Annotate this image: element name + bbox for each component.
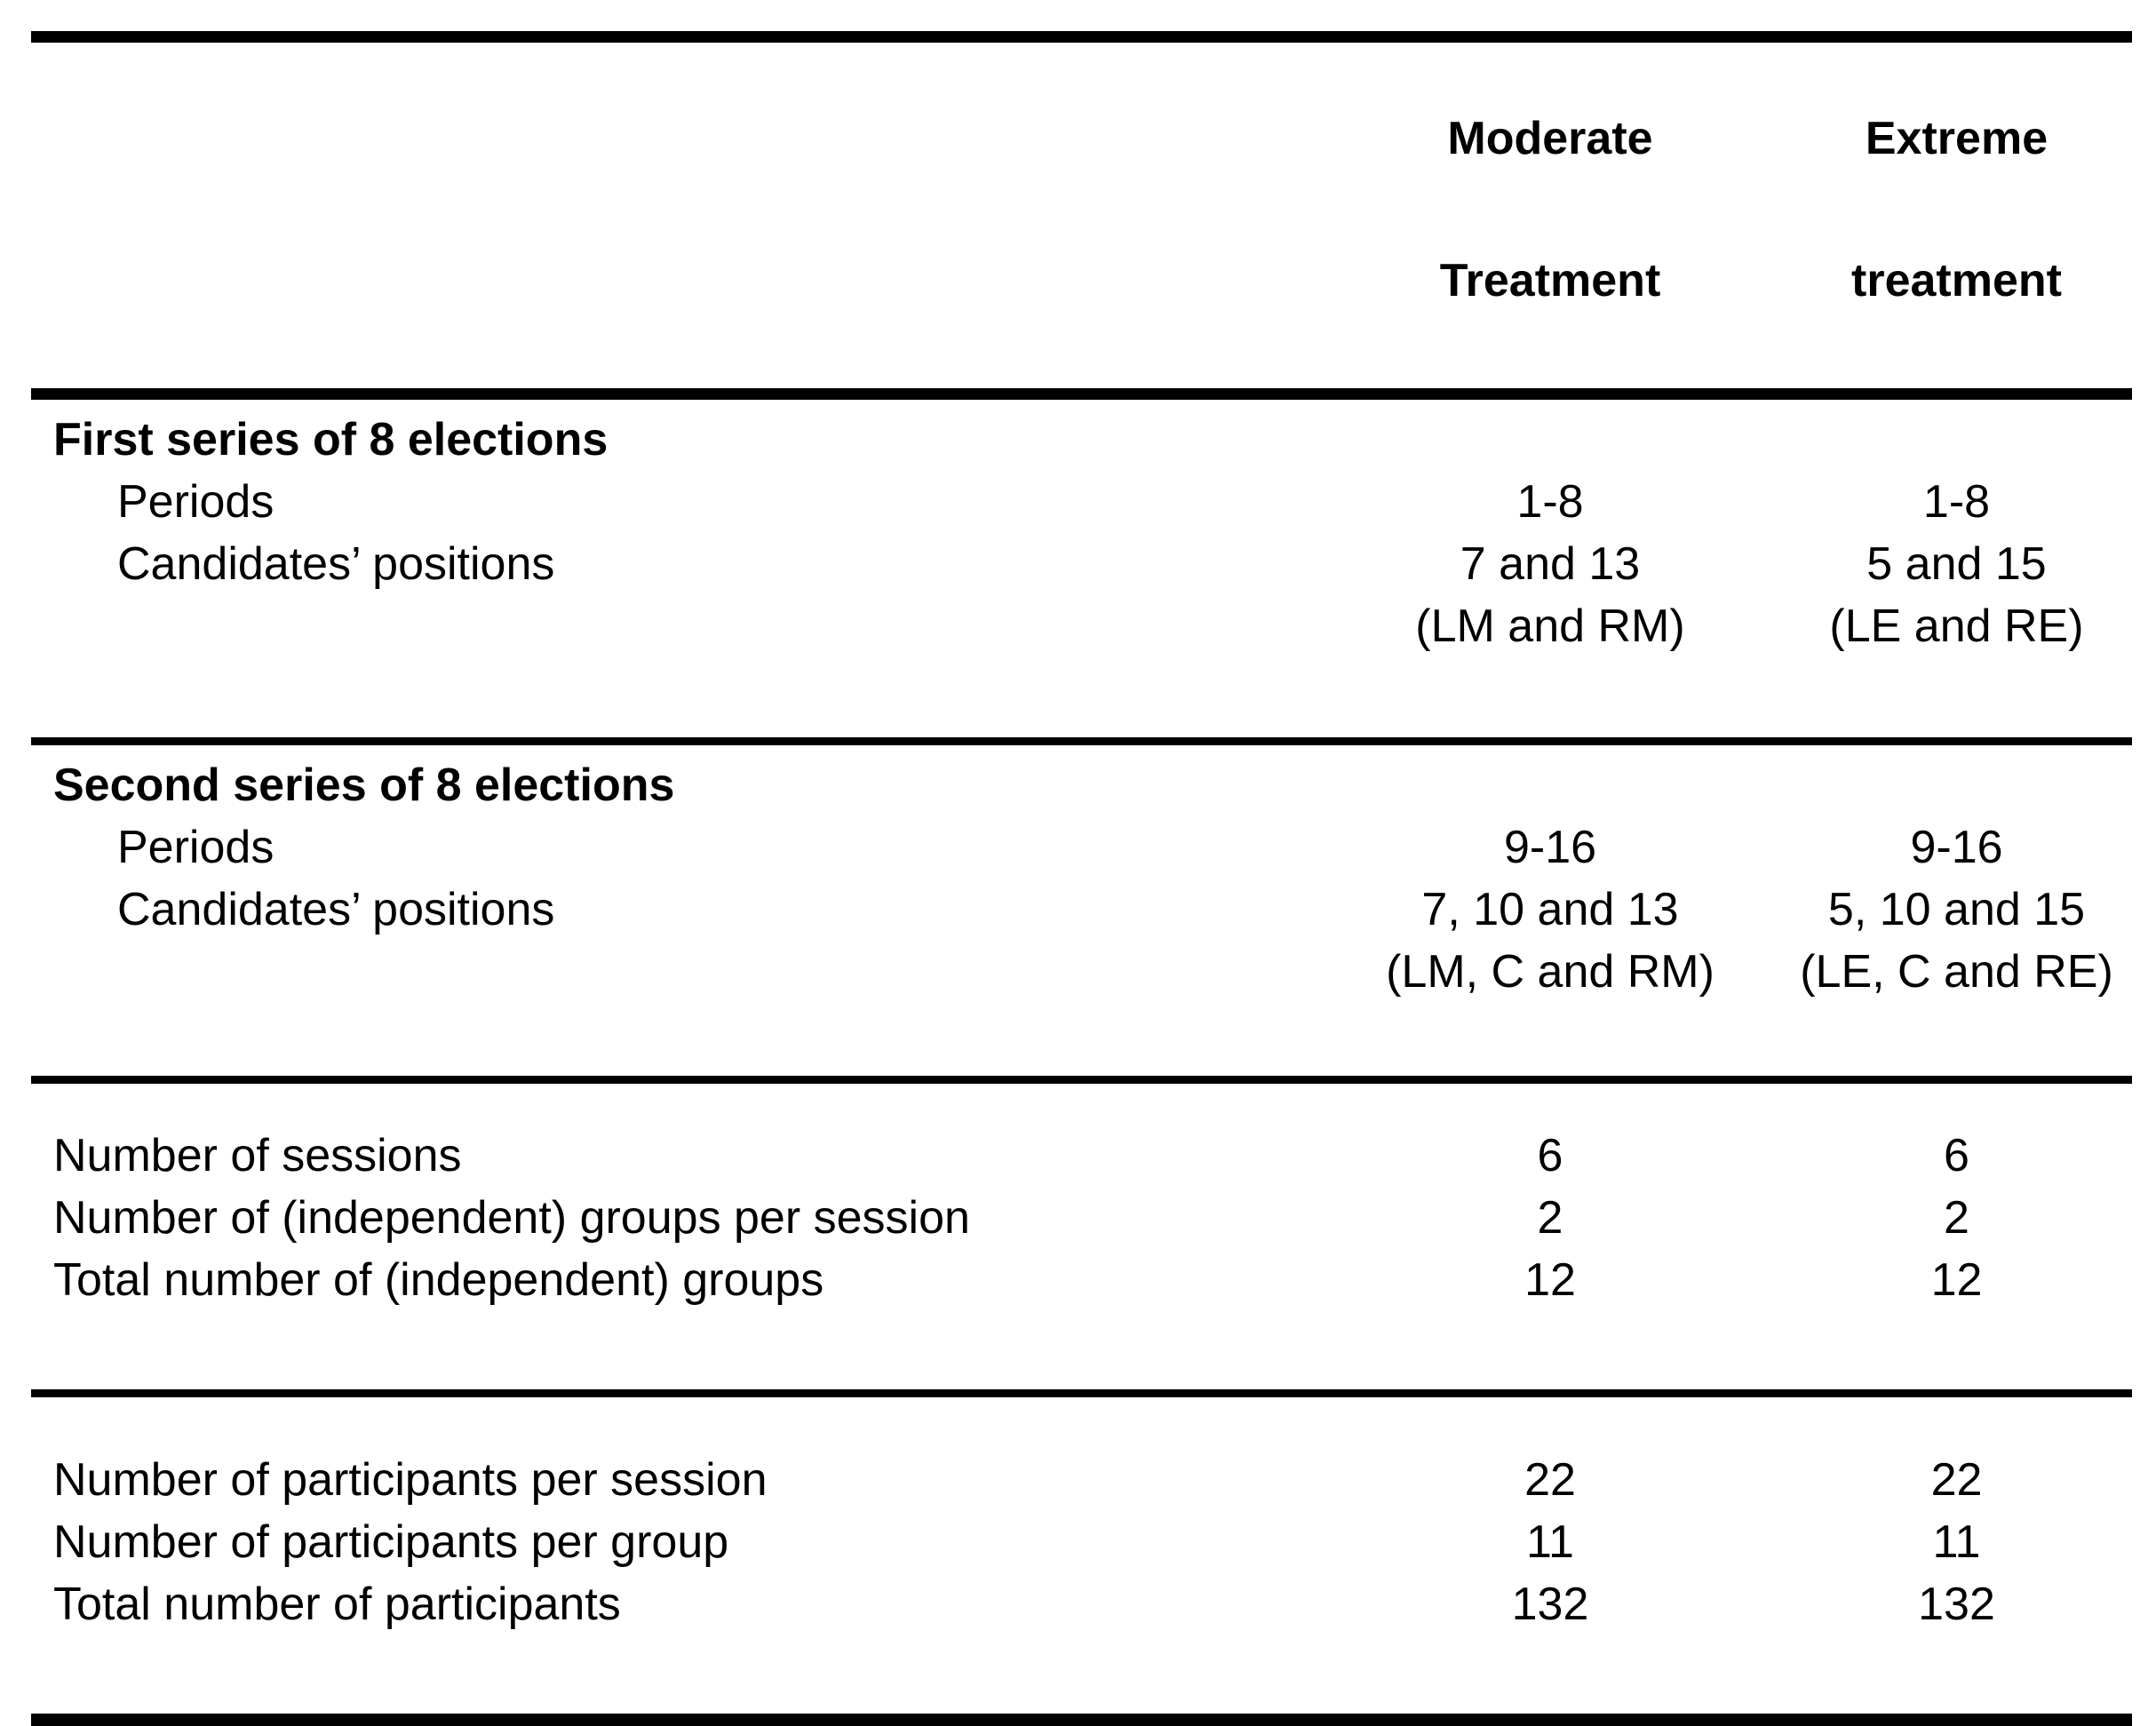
section-title: First series of 8 elections bbox=[53, 414, 609, 465]
cell-extreme: 5, 10 and 15 bbox=[1827, 884, 2086, 935]
cell-moderate: 22 bbox=[1524, 1454, 1576, 1506]
treatments-summary-table: Moderate Treatment Extreme treatment Fir… bbox=[31, 0, 2132, 1726]
cell-extreme: 22 bbox=[1930, 1454, 1983, 1506]
cell-moderate: (LM and RM) bbox=[1415, 601, 1685, 652]
section-sessions-groups: Number of sessions 6 6 Number of (indepe… bbox=[31, 1084, 2132, 1389]
row-label: Number of sessions bbox=[53, 1130, 462, 1181]
section-title-row: Second series of 8 elections bbox=[31, 754, 2132, 816]
cell-extreme: 132 bbox=[1918, 1579, 1995, 1630]
cell-moderate: 12 bbox=[1524, 1254, 1576, 1306]
cell-extreme: 5 and 15 bbox=[1866, 538, 2047, 590]
rule-after-second-series bbox=[31, 1076, 2132, 1084]
column-header-extreme-line1: Extreme bbox=[1865, 113, 2049, 164]
table-row-candidates-positions-1: Candidates’ positions 7 and 13 5 and 15 bbox=[31, 533, 2132, 595]
cell-moderate: 2 bbox=[1537, 1192, 1563, 1244]
table-row-candidates-positions-2: Candidates’ positions 7, 10 and 13 5, 10… bbox=[31, 879, 2132, 941]
row-label: Candidates’ positions bbox=[117, 884, 555, 935]
column-header-moderate: Moderate Treatment bbox=[1319, 103, 1781, 316]
column-header-moderate-line2: Treatment bbox=[1439, 255, 1661, 306]
cell-extreme: (LE and RE) bbox=[1829, 601, 2084, 652]
section-title: Second series of 8 elections bbox=[53, 760, 675, 811]
row-label: Total number of (independent) groups bbox=[53, 1254, 824, 1306]
cell-extreme: 9-16 bbox=[1910, 822, 2003, 873]
cell-moderate: 11 bbox=[1526, 1516, 1574, 1568]
paper-table-page: { "page": { "background": "#ffffff", "te… bbox=[31, 31, 2132, 1726]
column-header-moderate-line1: Moderate bbox=[1447, 113, 1653, 164]
row-label: Total number of participants bbox=[53, 1579, 621, 1630]
column-header-extreme-line2: treatment bbox=[1851, 255, 2062, 306]
cell-moderate: 6 bbox=[1537, 1130, 1563, 1181]
cell-extreme: 1-8 bbox=[1922, 476, 1991, 528]
table-row-participants-per-session: Number of participants per session 22 22 bbox=[31, 1449, 2132, 1511]
table-row-total-groups: Total number of (independent) groups 12 … bbox=[31, 1249, 2132, 1311]
row-label: Periods bbox=[117, 822, 274, 873]
cell-moderate: 7 and 13 bbox=[1460, 538, 1641, 590]
row-label: Number of participants per session bbox=[53, 1454, 768, 1506]
cell-extreme: (LE, C and RE) bbox=[1800, 946, 2113, 998]
cell-moderate: 1-8 bbox=[1516, 476, 1584, 528]
table-row-groups-per-session: Number of (independent) groups per sessi… bbox=[31, 1187, 2132, 1249]
section-second-series: Second series of 8 elections Periods 9-1… bbox=[31, 745, 2132, 1076]
row-label: Candidates’ positions bbox=[117, 538, 555, 590]
rule-below-header bbox=[31, 388, 2132, 400]
table-row-number-of-sessions: Number of sessions 6 6 bbox=[31, 1125, 2132, 1187]
table-row-position-codes-2: (LM, C and RM) (LE, C and RE) bbox=[31, 941, 2132, 1003]
table-row-position-codes-1: (LM and RM) (LE and RE) bbox=[31, 595, 2132, 657]
row-label: Periods bbox=[117, 476, 274, 528]
section-title-row: First series of 8 elections bbox=[31, 409, 2132, 471]
cell-moderate: 9-16 bbox=[1503, 822, 1597, 873]
rule-after-first-series bbox=[31, 737, 2132, 745]
table-row-periods-1: Periods 1-8 1-8 bbox=[31, 471, 2132, 533]
section-participants: Number of participants per session 22 22… bbox=[31, 1397, 2132, 1714]
cell-moderate: 7, 10 and 13 bbox=[1421, 884, 1679, 935]
column-header-extreme: Extreme treatment bbox=[1781, 103, 2132, 316]
row-label: Number of (independent) groups per sessi… bbox=[53, 1192, 970, 1244]
table-row-periods-2: Periods 9-16 9-16 bbox=[31, 816, 2132, 879]
table-row-total-participants: Total number of participants 132 132 bbox=[31, 1573, 2132, 1635]
cell-extreme: 6 bbox=[1944, 1130, 1969, 1181]
cell-moderate: (LM, C and RM) bbox=[1386, 946, 1714, 998]
cell-extreme: 2 bbox=[1944, 1192, 1969, 1244]
rule-top bbox=[31, 31, 2132, 43]
section-first-series: First series of 8 elections Periods 1-8 … bbox=[31, 400, 2132, 737]
rule-bottom bbox=[31, 1714, 2132, 1726]
rule-after-groups bbox=[31, 1389, 2132, 1397]
row-label: Number of participants per group bbox=[53, 1516, 729, 1568]
cell-moderate: 132 bbox=[1511, 1579, 1589, 1630]
table-row-participants-per-group: Number of participants per group 11 11 bbox=[31, 1511, 2132, 1573]
column-header-row: Moderate Treatment Extreme treatment bbox=[31, 43, 2132, 388]
cell-extreme: 12 bbox=[1930, 1254, 1983, 1306]
cell-extreme: 11 bbox=[1932, 1516, 1981, 1568]
